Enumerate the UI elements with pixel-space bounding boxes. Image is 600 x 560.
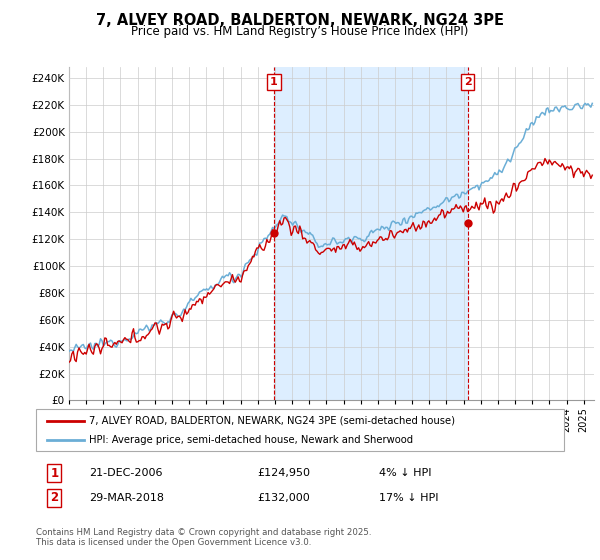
- Text: 17% ↓ HPI: 17% ↓ HPI: [379, 493, 439, 503]
- Text: Contains HM Land Registry data © Crown copyright and database right 2025.
This d: Contains HM Land Registry data © Crown c…: [36, 528, 371, 548]
- FancyBboxPatch shape: [36, 409, 564, 451]
- Text: HPI: Average price, semi-detached house, Newark and Sherwood: HPI: Average price, semi-detached house,…: [89, 435, 413, 445]
- Text: 1: 1: [270, 77, 278, 87]
- Bar: [274, 67, 467, 400]
- Text: £132,000: £132,000: [258, 493, 311, 503]
- Text: 2: 2: [50, 492, 59, 505]
- Text: Price paid vs. HM Land Registry’s House Price Index (HPI): Price paid vs. HM Land Registry’s House …: [131, 25, 469, 38]
- Text: 29-MAR-2018: 29-MAR-2018: [89, 493, 164, 503]
- Text: £124,950: £124,950: [258, 468, 311, 478]
- Text: 1: 1: [50, 466, 59, 479]
- Text: 7, ALVEY ROAD, BALDERTON, NEWARK, NG24 3PE (semi-detached house): 7, ALVEY ROAD, BALDERTON, NEWARK, NG24 3…: [89, 416, 455, 426]
- Text: 4% ↓ HPI: 4% ↓ HPI: [379, 468, 432, 478]
- Text: 2: 2: [464, 77, 472, 87]
- Text: 7, ALVEY ROAD, BALDERTON, NEWARK, NG24 3PE: 7, ALVEY ROAD, BALDERTON, NEWARK, NG24 3…: [96, 13, 504, 28]
- Text: 21-DEC-2006: 21-DEC-2006: [89, 468, 162, 478]
